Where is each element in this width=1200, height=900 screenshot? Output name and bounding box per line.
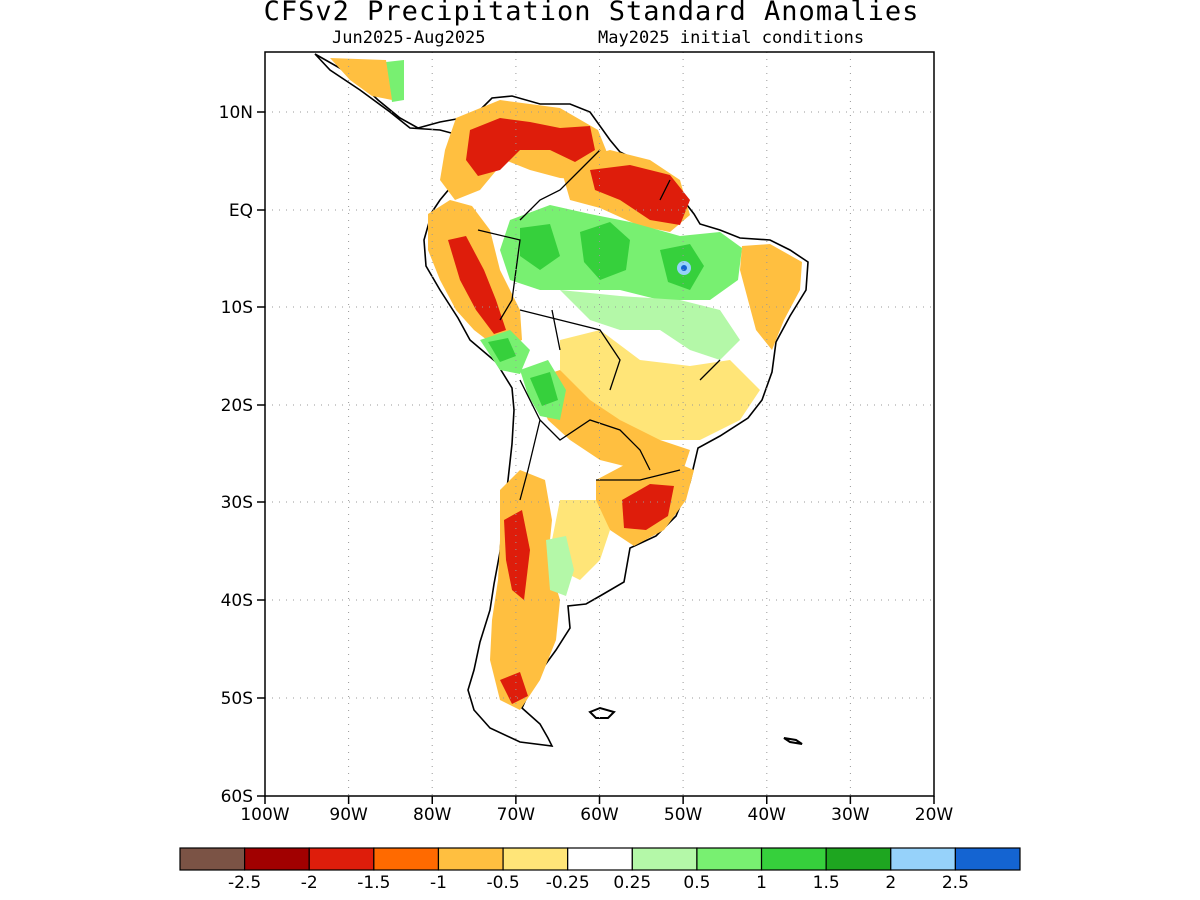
wet-patch-tropical-light bbox=[560, 290, 740, 360]
red-patch-peru bbox=[448, 236, 506, 334]
y-tick-label: 10S bbox=[221, 298, 253, 318]
colorbar-label: 0.5 bbox=[683, 873, 710, 893]
colorbar-swatch bbox=[437, 847, 504, 871]
x-tick-label: 40W bbox=[748, 805, 787, 825]
colorbar-swatch bbox=[308, 847, 375, 871]
red-patch-chile bbox=[504, 510, 530, 600]
wet-patch-argentina bbox=[546, 536, 574, 596]
initial-conditions: May2025 initial conditions bbox=[598, 28, 865, 48]
precipitation-anomaly-field bbox=[314, 53, 809, 747]
colorbar-swatch bbox=[825, 847, 892, 871]
graticule bbox=[265, 52, 934, 796]
wet-max-core bbox=[681, 265, 687, 271]
x-tick-label: 80W bbox=[413, 805, 452, 825]
red-patch-colombia bbox=[466, 118, 595, 176]
falkland-islands bbox=[588, 706, 616, 719]
colorbar-label: 1 bbox=[756, 873, 767, 893]
colorbar-swatch bbox=[244, 847, 310, 871]
y-axis: 10N EQ 10S 20S 30S 40S 50S 60S bbox=[219, 103, 265, 807]
y-tick-label: 60S bbox=[221, 787, 253, 807]
colorbar-label: -1.5 bbox=[357, 873, 390, 893]
chart-title: CFSv2 Precipitation Standard Anomalies bbox=[263, 0, 920, 27]
y-tick-label: 40S bbox=[221, 591, 253, 611]
red-patch-uruguay bbox=[622, 484, 674, 530]
y-tick-label: 50S bbox=[221, 689, 253, 709]
dry-patch-paraguay bbox=[530, 370, 690, 480]
colorbar: -2.5 -2 -1.5 -1 -0.5 -0.25 0.25 0.5 1 1.5 2 2.5 bbox=[179, 847, 1021, 893]
x-tick-label: 100W bbox=[240, 805, 289, 825]
colorbar-label: -0.5 bbox=[486, 873, 519, 893]
colorbar-swatch bbox=[631, 847, 698, 871]
wet-patch-amazon-core bbox=[520, 222, 704, 290]
x-axis: 100W 90W 80W 70W 60W 50W 40W 30W 20W bbox=[240, 796, 953, 825]
y-tick-label: 10N bbox=[219, 103, 253, 123]
x-tick-label: 70W bbox=[497, 805, 536, 825]
forecast-period: Jun2025-Aug2025 bbox=[332, 28, 486, 48]
colorbar-label: -2 bbox=[301, 873, 318, 893]
x-tick-label: 30W bbox=[831, 805, 870, 825]
x-tick-label: 90W bbox=[329, 805, 368, 825]
colorbar-label: 1.5 bbox=[813, 873, 840, 893]
y-tick-label: 20S bbox=[221, 396, 253, 416]
x-tick-label: 50W bbox=[664, 805, 703, 825]
colorbar-swatch bbox=[502, 847, 569, 871]
wet-patch-bolivia-core bbox=[488, 338, 558, 406]
colorbar-swatch bbox=[567, 847, 633, 871]
south-georgia bbox=[783, 737, 803, 745]
colorbar-label: -0.25 bbox=[546, 873, 590, 893]
colorbar-swatch bbox=[760, 847, 827, 871]
colorbar-swatch bbox=[890, 847, 956, 871]
x-tick-label: 60W bbox=[580, 805, 619, 825]
y-tick-label: 30S bbox=[221, 493, 253, 513]
colorbar-swatch bbox=[179, 847, 246, 871]
colorbar-label: 0.25 bbox=[613, 873, 651, 893]
dry-patch-central-brazil bbox=[560, 330, 760, 440]
colorbar-swatch bbox=[954, 847, 1021, 871]
x-tick-label: 20W bbox=[915, 805, 954, 825]
dry-patch-central-america bbox=[330, 58, 392, 100]
colorbar-label: -1 bbox=[430, 873, 447, 893]
colorbar-swatch bbox=[696, 847, 763, 871]
red-patch-patagonia bbox=[500, 672, 528, 704]
dry-patch-east-brazil bbox=[740, 244, 802, 350]
colorbar-label: 2 bbox=[885, 873, 896, 893]
colorbar-label: 2.5 bbox=[942, 873, 969, 893]
y-tick-label: EQ bbox=[229, 201, 253, 221]
colorbar-label: -2.5 bbox=[228, 873, 261, 893]
colorbar-swatch bbox=[373, 847, 440, 871]
